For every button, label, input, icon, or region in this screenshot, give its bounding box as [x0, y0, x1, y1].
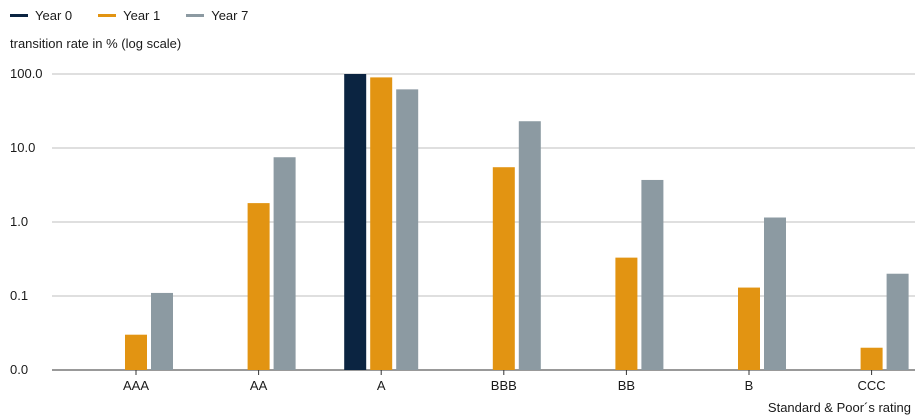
bar-year-1-bbb — [492, 167, 515, 370]
y-axis-label: transition rate in % (log scale) — [10, 36, 182, 51]
x-axis-label: Standard & Poor´s rating — [767, 400, 911, 415]
bar-year-7-bbb — [518, 121, 541, 370]
bar-year-1-ccc — [860, 347, 883, 370]
bar-year-1-bb — [615, 257, 638, 370]
bar-year-1-b — [738, 287, 760, 370]
legend-item-year-7: Year 7 — [186, 8, 248, 23]
x-tick-label-aa: AA — [250, 378, 268, 393]
legend-item-year-0: Year 0 — [10, 8, 72, 23]
bar-year-7-bb — [641, 179, 664, 370]
bar-year-0-a — [344, 74, 367, 370]
legend-swatch-year-0 — [10, 14, 28, 17]
legend-label-year-7: Year 7 — [211, 8, 249, 23]
bar-year-1-aaa — [125, 334, 147, 370]
bar-year-7-b — [764, 217, 786, 370]
legend: Year 0 Year 1 Year 7 — [10, 8, 248, 23]
x-tick-label-bb: BB — [618, 378, 635, 393]
x-tick-label-ccc: CCC — [858, 378, 886, 393]
x-tick-label-b: B — [745, 378, 754, 393]
legend-swatch-year-1 — [98, 14, 117, 17]
y-tick-label: 100.0 — [10, 66, 43, 81]
bar-year-7-a — [396, 89, 419, 371]
bar-year-7-aa — [273, 157, 296, 370]
bar-year-1-a — [370, 77, 393, 371]
legend-item-year-1: Year 1 — [98, 8, 160, 23]
y-tick-label: 0.0 — [10, 362, 28, 377]
legend-label-year-1: Year 1 — [123, 8, 161, 23]
y-tick-label: 1.0 — [10, 214, 28, 229]
x-tick-label-aaa: AAA — [123, 378, 149, 393]
x-tick-label-bbb: BBB — [491, 378, 517, 393]
y-tick-label: 10.0 — [10, 140, 35, 155]
y-tick-label: 0.1 — [10, 288, 28, 303]
legend-swatch-year-7 — [186, 14, 205, 17]
bar-year-7-aaa — [151, 292, 173, 370]
bar-year-1-aa — [247, 203, 270, 370]
bar-year-7-ccc — [886, 273, 909, 370]
x-tick-label-a: A — [377, 378, 386, 393]
legend-label-year-0: Year 0 — [35, 8, 73, 23]
